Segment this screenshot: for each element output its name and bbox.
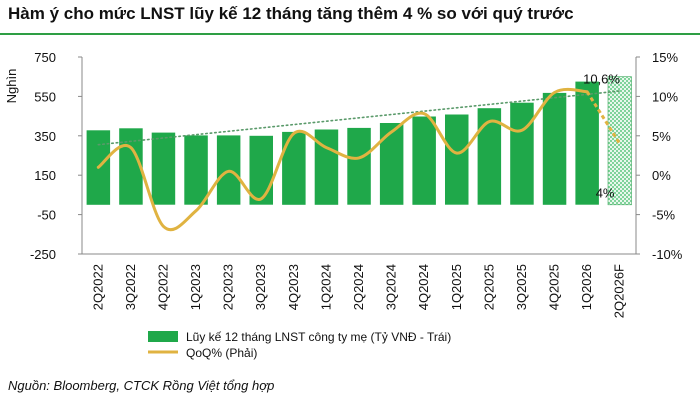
bar — [347, 127, 371, 205]
x-tick-label: 4Q2022 — [155, 264, 170, 310]
x-tick-label: 3Q2023 — [253, 264, 268, 310]
annotation-label: 4% — [596, 186, 615, 201]
x-tick-label: 1Q2026 — [579, 264, 594, 310]
bar — [249, 135, 273, 205]
bar — [445, 114, 469, 205]
bar — [314, 129, 339, 205]
y-tick-label: 150 — [34, 168, 56, 183]
x-tick-label: 3Q2025 — [514, 264, 529, 310]
x-tick-label: 2Q2022 — [90, 264, 105, 310]
bar — [379, 123, 404, 205]
title-divider — [0, 33, 700, 35]
y2-tick-label: -5% — [652, 208, 676, 223]
legend-swatch-bar — [148, 331, 178, 342]
y-tick-label: -50 — [37, 208, 56, 223]
x-tick-label: 2Q2026F — [612, 264, 627, 318]
bar — [412, 116, 436, 205]
x-tick-label: 2Q2024 — [351, 264, 366, 310]
bar — [282, 131, 306, 205]
chart-title: Hàm ý cho mức LNST lũy kế 12 tháng tăng … — [8, 4, 574, 23]
y2-tick-label: 0% — [652, 168, 671, 183]
bar — [542, 92, 567, 205]
source-note: Nguồn: Bloomberg, CTCK Rồng Việt tổng hợ… — [8, 378, 275, 393]
x-tick-label: 1Q2023 — [188, 264, 203, 310]
annotation-label: 10,6% — [583, 72, 620, 87]
x-tick-label: 2Q2025 — [481, 264, 496, 310]
y-tick-label: -250 — [30, 247, 56, 262]
y2-tick-label: 10% — [652, 89, 678, 104]
x-tick-label: 4Q2023 — [286, 264, 301, 310]
y2-tick-label: -10% — [652, 247, 683, 262]
legend-label-line: QoQ% (Phải) — [186, 346, 257, 360]
x-tick-label: 4Q2025 — [547, 264, 562, 310]
y-tick-label: 550 — [34, 89, 56, 104]
y-tick-label: 350 — [34, 129, 56, 144]
x-tick-label: 1Q2024 — [318, 264, 333, 310]
y2-tick-label: 5% — [652, 129, 671, 144]
x-tick-label: 3Q2022 — [123, 264, 138, 310]
trendline — [97, 90, 621, 146]
x-tick-label: 2Q2023 — [221, 264, 236, 310]
bar — [119, 128, 143, 205]
qoq-line — [96, 87, 589, 232]
bar-forecast — [607, 76, 632, 206]
x-tick-label: 4Q2024 — [416, 264, 431, 310]
bar — [151, 132, 176, 205]
bar — [575, 81, 599, 205]
y-tick-label: 750 — [34, 50, 56, 65]
x-tick-label: 1Q2025 — [449, 264, 464, 310]
bar — [184, 135, 208, 205]
x-tick-label: 3Q2024 — [384, 264, 399, 310]
bar — [477, 108, 502, 205]
y2-tick-label: 15% — [652, 50, 678, 65]
bar — [510, 102, 534, 205]
legend-label-bar: Lũy kế 12 tháng LNST công ty mẹ (Tỷ VNĐ … — [186, 330, 451, 344]
y-axis-title: Nghìn — [4, 69, 19, 104]
qoq-line-forecast — [585, 90, 621, 145]
